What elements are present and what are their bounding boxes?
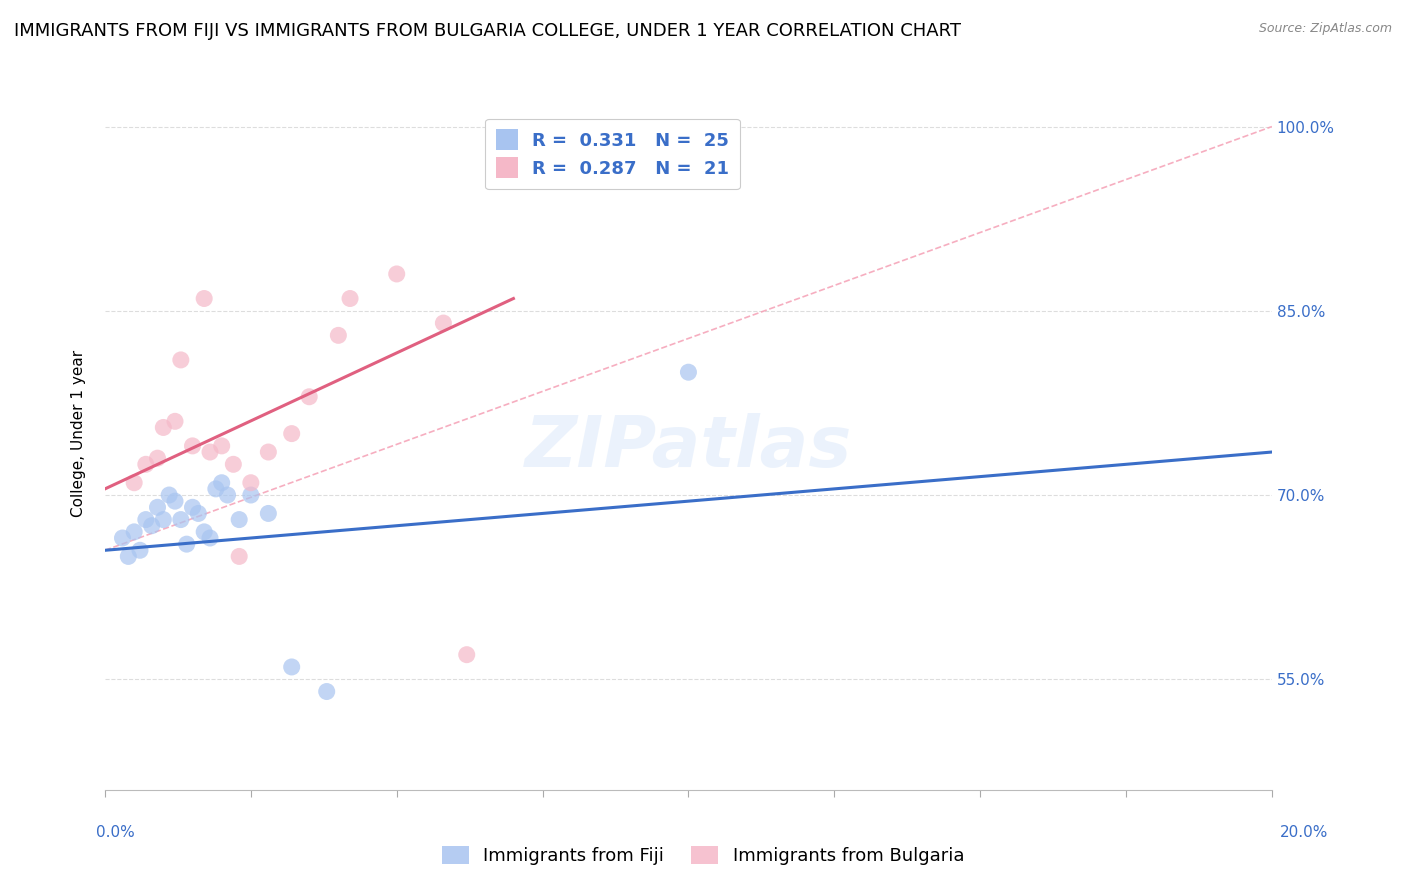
Point — [339, 292, 361, 306]
Point — [122, 524, 145, 539]
Point — [678, 365, 700, 379]
Point — [157, 488, 180, 502]
Point — [146, 500, 169, 515]
Point — [432, 316, 454, 330]
Point — [239, 488, 262, 502]
Text: 20.0%: 20.0% — [1281, 825, 1329, 840]
Point — [163, 414, 186, 428]
Legend: Immigrants from Fiji, Immigrants from Bulgaria: Immigrants from Fiji, Immigrants from Bu… — [434, 838, 972, 872]
Point — [111, 531, 134, 545]
Point — [280, 426, 302, 441]
Point — [193, 292, 215, 306]
Point — [198, 445, 221, 459]
Point — [298, 390, 321, 404]
Point — [257, 445, 280, 459]
Point — [280, 660, 302, 674]
Point — [129, 543, 152, 558]
Point — [141, 518, 163, 533]
Point — [385, 267, 408, 281]
Text: ZIPatlas: ZIPatlas — [524, 413, 852, 483]
Y-axis label: College, Under 1 year: College, Under 1 year — [72, 350, 86, 517]
Point — [205, 482, 228, 496]
Point — [217, 488, 239, 502]
Point — [222, 458, 245, 472]
Point — [117, 549, 139, 564]
Point — [187, 507, 209, 521]
Point — [181, 500, 204, 515]
Point — [228, 549, 250, 564]
Point — [257, 507, 280, 521]
Point — [176, 537, 198, 551]
Point — [228, 512, 250, 526]
Point — [211, 439, 233, 453]
Point — [170, 512, 193, 526]
Text: IMMIGRANTS FROM FIJI VS IMMIGRANTS FROM BULGARIA COLLEGE, UNDER 1 YEAR CORRELATI: IMMIGRANTS FROM FIJI VS IMMIGRANTS FROM … — [14, 22, 962, 40]
Point — [328, 328, 350, 343]
Point — [198, 531, 221, 545]
Point — [193, 524, 215, 539]
Point — [135, 512, 157, 526]
Point — [152, 420, 174, 434]
Point — [135, 458, 157, 472]
Point — [146, 451, 169, 466]
Text: 0.0%: 0.0% — [96, 825, 135, 840]
Point — [152, 512, 174, 526]
Point — [456, 648, 478, 662]
Point — [163, 494, 186, 508]
Point — [315, 684, 337, 698]
Text: Source: ZipAtlas.com: Source: ZipAtlas.com — [1258, 22, 1392, 36]
Point — [181, 439, 204, 453]
Point — [122, 475, 145, 490]
Point — [170, 352, 193, 367]
Legend: R =  0.331   N =  25, R =  0.287   N =  21: R = 0.331 N = 25, R = 0.287 N = 21 — [485, 119, 740, 189]
Point — [239, 475, 262, 490]
Point — [211, 475, 233, 490]
